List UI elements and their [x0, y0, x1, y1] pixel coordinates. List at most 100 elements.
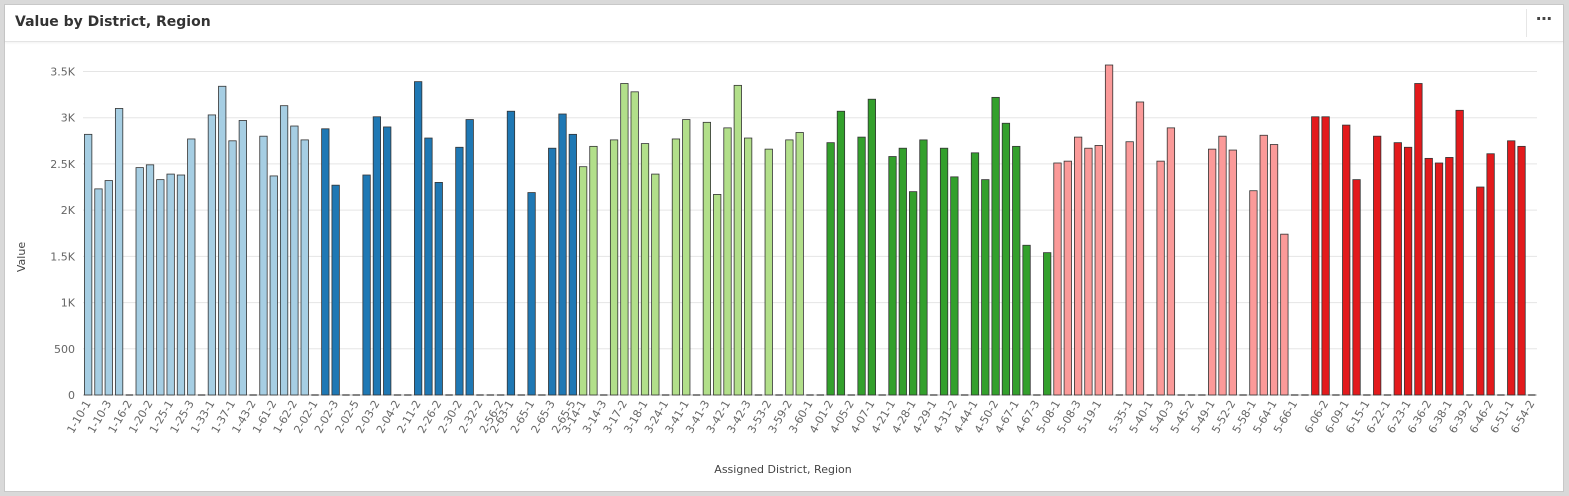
bar[interactable] — [1455, 109, 1464, 396]
bar[interactable] — [1166, 127, 1176, 396]
bar[interactable] — [589, 145, 598, 396]
bar[interactable] — [970, 152, 980, 396]
bar[interactable] — [1414, 83, 1423, 396]
bar[interactable] — [1311, 116, 1320, 396]
bar[interactable] — [238, 120, 247, 396]
bar[interactable] — [383, 126, 392, 396]
bar[interactable] — [145, 164, 155, 396]
bar[interactable] — [1208, 148, 1217, 396]
bar[interactable] — [135, 167, 144, 396]
bar[interactable] — [424, 137, 433, 396]
bar[interactable] — [321, 128, 330, 396]
bar[interactable] — [269, 175, 278, 396]
bar[interactable] — [1022, 244, 1031, 396]
bar[interactable] — [455, 146, 464, 396]
bar[interactable] — [888, 156, 897, 396]
bar[interactable] — [1445, 157, 1454, 396]
bar[interactable] — [713, 194, 722, 396]
bar[interactable] — [991, 96, 1000, 396]
bar[interactable] — [898, 147, 907, 396]
bar[interactable] — [94, 188, 103, 396]
bar[interactable] — [1424, 157, 1433, 396]
bar[interactable] — [527, 192, 536, 396]
bar[interactable] — [558, 113, 567, 396]
bar[interactable] — [1280, 233, 1289, 396]
bar[interactable] — [609, 139, 619, 396]
bar[interactable] — [826, 142, 835, 396]
bar[interactable] — [548, 147, 557, 396]
bar[interactable] — [372, 116, 382, 396]
bar[interactable] — [331, 184, 340, 396]
bar[interactable] — [1063, 160, 1072, 396]
bar[interactable] — [414, 81, 423, 396]
bar[interactable] — [1259, 134, 1268, 396]
bar[interactable] — [1434, 162, 1444, 396]
bar[interactable] — [1012, 145, 1021, 396]
bar[interactable] — [1053, 162, 1062, 396]
bar[interactable] — [785, 139, 794, 396]
bar[interactable] — [950, 176, 959, 396]
bar[interactable] — [1228, 149, 1237, 396]
bar[interactable] — [939, 147, 949, 396]
bar[interactable] — [84, 133, 93, 396]
bar[interactable] — [1218, 135, 1227, 396]
bar[interactable] — [1486, 153, 1495, 396]
bar[interactable] — [733, 84, 742, 396]
bar[interactable] — [836, 110, 846, 396]
bar[interactable] — [1084, 147, 1093, 396]
bar[interactable] — [682, 119, 691, 396]
bar[interactable] — [723, 127, 732, 396]
bar[interactable] — [1104, 64, 1114, 396]
bar[interactable] — [671, 138, 681, 396]
bar[interactable] — [506, 110, 516, 396]
bar[interactable] — [259, 135, 268, 396]
bar[interactable] — [764, 148, 773, 396]
bar[interactable] — [218, 85, 227, 396]
bar[interactable] — [104, 180, 113, 396]
bar[interactable] — [1043, 252, 1052, 396]
bar[interactable] — [362, 174, 371, 396]
bar[interactable] — [465, 119, 474, 396]
bar[interactable] — [1249, 190, 1258, 396]
bar[interactable] — [651, 173, 660, 396]
bar[interactable] — [207, 114, 217, 396]
bar[interactable] — [1001, 122, 1011, 396]
bar[interactable] — [1403, 146, 1413, 396]
bar[interactable] — [981, 179, 990, 396]
bar[interactable] — [300, 139, 309, 396]
bar[interactable] — [156, 179, 165, 396]
bar[interactable] — [279, 105, 289, 396]
bar[interactable] — [1269, 144, 1279, 396]
bar[interactable] — [228, 140, 237, 396]
bar[interactable] — [1125, 141, 1134, 396]
bar[interactable] — [1135, 101, 1145, 396]
bar[interactable] — [1393, 142, 1402, 396]
bar[interactable] — [579, 166, 588, 396]
bar[interactable] — [620, 83, 629, 396]
bar[interactable] — [702, 121, 711, 396]
bar[interactable] — [176, 174, 186, 396]
bar[interactable] — [909, 191, 918, 396]
bar[interactable] — [1373, 135, 1382, 396]
bar[interactable] — [166, 173, 175, 396]
bar[interactable] — [290, 125, 299, 396]
bar[interactable] — [744, 137, 753, 396]
bar[interactable] — [1321, 116, 1330, 396]
more-horizontal-icon[interactable]: ⋯ — [1536, 9, 1552, 28]
bar[interactable] — [1476, 186, 1485, 396]
bar[interactable] — [867, 98, 876, 396]
bar[interactable] — [1507, 140, 1516, 396]
bar[interactable] — [568, 133, 577, 396]
bar[interactable] — [114, 108, 124, 396]
bar[interactable] — [1517, 145, 1526, 396]
bar[interactable] — [1352, 179, 1361, 396]
bar[interactable] — [1342, 124, 1351, 396]
bar[interactable] — [919, 139, 928, 396]
bar[interactable] — [640, 143, 650, 396]
bar[interactable] — [187, 138, 196, 396]
bar[interactable] — [1156, 160, 1165, 396]
bar[interactable] — [795, 132, 804, 396]
bar[interactable] — [1094, 145, 1103, 396]
bar[interactable] — [434, 182, 443, 396]
bar[interactable] — [630, 91, 639, 396]
